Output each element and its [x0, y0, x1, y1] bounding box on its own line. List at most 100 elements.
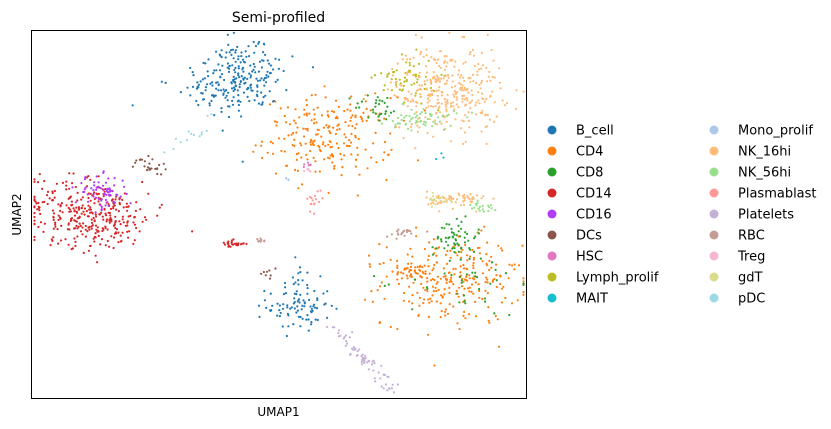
scatter-point [87, 249, 90, 252]
scatter-point [427, 265, 430, 268]
scatter-point [491, 280, 494, 283]
scatter-point [418, 296, 421, 300]
legend-label: CD8 [576, 166, 603, 181]
scatter-point [138, 230, 141, 233]
scatter-point [483, 225, 486, 228]
scatter-point [304, 127, 307, 130]
scatter-point [286, 106, 289, 109]
scatter-point [436, 281, 439, 284]
series-CD8 [348, 94, 525, 317]
legend-marker [547, 209, 557, 219]
scatter-point [492, 59, 495, 62]
scatter-point [466, 254, 469, 257]
scatter-point [323, 158, 326, 161]
scatter-point [296, 300, 299, 303]
scatter-point [425, 71, 428, 74]
scatter-point [199, 80, 202, 83]
scatter-point [383, 140, 387, 144]
scatter-point [260, 66, 263, 69]
scatter-point [437, 288, 440, 292]
scatter-point [468, 286, 471, 289]
scatter-point [305, 318, 308, 321]
scatter-point [418, 126, 421, 129]
scatter-point [481, 109, 484, 112]
scatter-point [348, 97, 351, 100]
scatter-point [498, 81, 501, 84]
scatter-point [349, 109, 352, 112]
scatter-point [211, 84, 214, 87]
scatter-point [267, 75, 270, 78]
scatter-point [464, 61, 467, 64]
scatter-point [462, 267, 466, 270]
scatter-point [390, 78, 393, 81]
scatter-point [156, 167, 159, 170]
scatter-point [306, 287, 309, 290]
scatter-point [392, 391, 396, 394]
scatter-point [314, 318, 317, 321]
scatter-point [380, 281, 383, 284]
scatter-point [390, 387, 393, 390]
scatter-point [240, 115, 243, 118]
scatter-point [389, 97, 392, 100]
scatter-point [275, 121, 279, 124]
scatter-point [75, 220, 78, 223]
scatter-point [443, 272, 446, 275]
scatter-point [43, 179, 46, 183]
scatter-point [478, 287, 481, 291]
scatter-point [412, 65, 415, 68]
scatter-point [486, 278, 489, 281]
scatter-point [485, 262, 488, 265]
scatter-point [472, 266, 475, 270]
scatter-point [380, 112, 383, 115]
scatter-point [190, 132, 193, 135]
scatter-point [308, 298, 311, 301]
scatter-point [461, 195, 465, 198]
scatter-point [367, 359, 370, 362]
scatter-point [263, 43, 266, 46]
scatter-point [401, 102, 404, 106]
scatter-point [281, 325, 284, 328]
scatter-point [424, 116, 427, 119]
scatter-point [476, 276, 479, 279]
scatter-point [259, 79, 262, 82]
legend-item-CD14: CD14 [547, 187, 612, 202]
scatter-point [76, 235, 79, 238]
scatter-point [481, 260, 484, 263]
series-NK_16hi [364, 31, 525, 213]
scatter-point [262, 51, 265, 54]
scatter-point [115, 195, 118, 198]
scatter-point [469, 77, 472, 80]
scatter-point [278, 58, 281, 61]
scatter-point [231, 48, 235, 51]
scatter-point [239, 80, 242, 83]
scatter-point [89, 244, 92, 248]
scatter-point [415, 100, 418, 103]
scatter-point [235, 77, 238, 80]
scatter-point [94, 197, 97, 200]
scatter-point [490, 255, 493, 258]
scatter-point [422, 272, 425, 275]
scatter-point [38, 209, 41, 212]
scatter-point [396, 272, 399, 275]
scatter-point [395, 83, 398, 86]
scatter-point [348, 139, 351, 142]
scatter-point [389, 81, 392, 84]
scatter-point [121, 215, 124, 218]
scatter-point [79, 224, 82, 227]
scatter-point [327, 191, 330, 194]
scatter-point [238, 83, 241, 86]
scatter-point [397, 228, 400, 231]
scatter-point [100, 205, 103, 209]
scatter-point [459, 88, 462, 91]
scatter-point [450, 201, 453, 204]
scatter-point [412, 74, 415, 77]
scatter-point [84, 235, 87, 238]
scatter-point [253, 51, 256, 54]
scatter-point [213, 69, 216, 72]
scatter-point [444, 253, 447, 256]
scatter-point [318, 170, 321, 173]
scatter-point [118, 220, 121, 223]
legend-item-HSC: HSC [547, 250, 603, 265]
scatter-point [75, 206, 78, 209]
scatter-point [328, 125, 331, 128]
